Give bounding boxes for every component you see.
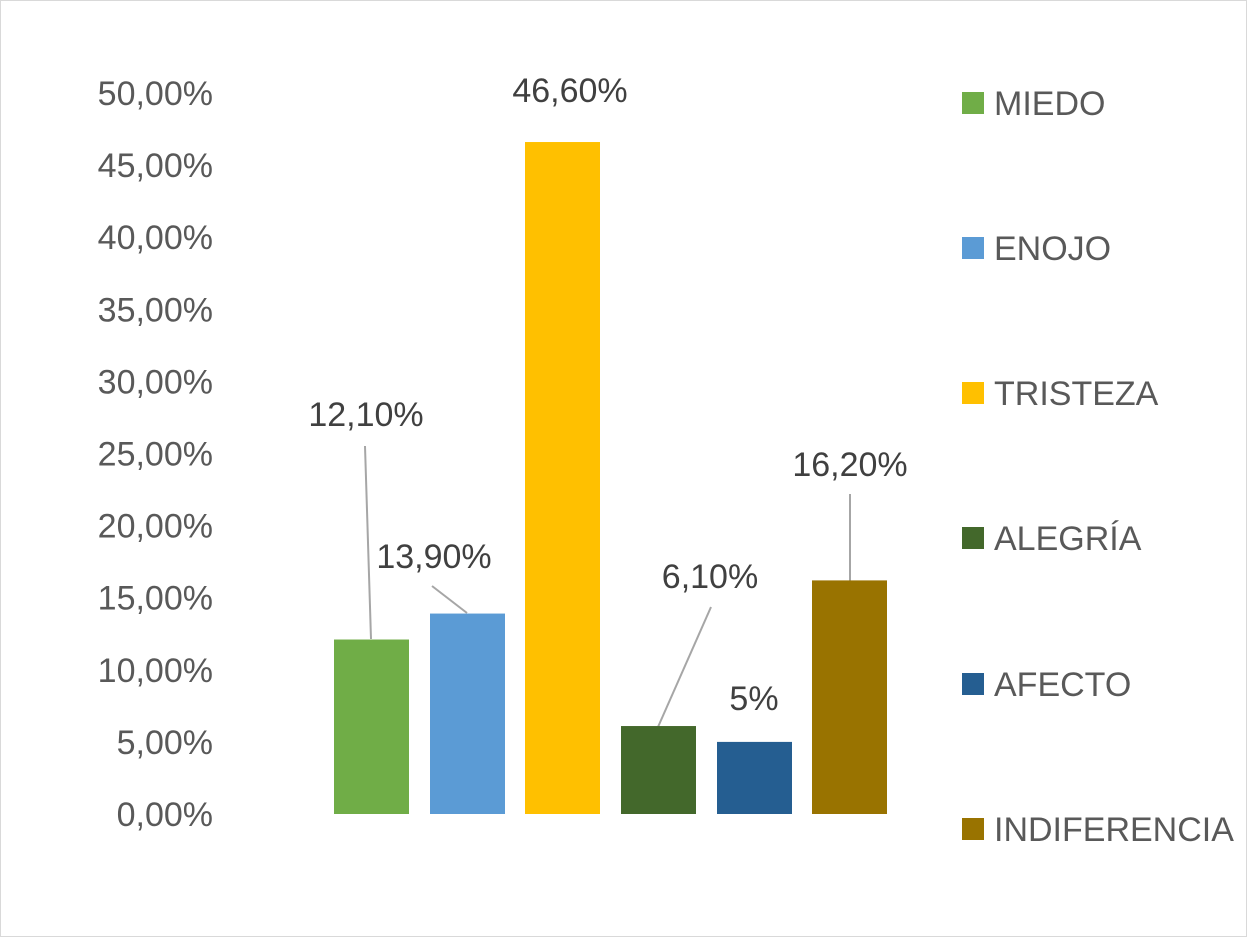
leader-line — [657, 606, 712, 728]
bar-afecto — [717, 741, 792, 814]
y-tick-label: 30,00% — [98, 363, 213, 401]
leader-line — [364, 445, 372, 640]
bar-enojo — [430, 613, 505, 814]
y-tick-label: 5,00% — [117, 724, 213, 762]
legend-swatch — [962, 818, 984, 840]
legend-swatch — [962, 673, 984, 695]
data-label-tristeza: 46,60% — [512, 72, 627, 110]
data-label-miedo: 12,10% — [308, 396, 423, 434]
legend: MIEDO ENOJO TRISTEZA ALEGRÍA AFECTO INDIFEREN… — [962, 85, 1234, 849]
legend-label: INDIFERENCIA — [994, 811, 1234, 849]
legend-swatch — [962, 92, 984, 114]
data-label-alegría: 6,10% — [662, 558, 758, 596]
y-tick-label: 45,00% — [98, 147, 213, 185]
bar-alegría — [621, 726, 696, 814]
bars — [334, 142, 887, 814]
legend-swatch — [962, 237, 984, 259]
data-label-afecto: 5% — [729, 680, 778, 718]
bar-miedo — [334, 639, 409, 814]
legend-label: MIEDO — [994, 85, 1105, 123]
legend-label: ENOJO — [994, 230, 1111, 268]
data-label-enojo: 13,90% — [376, 538, 491, 576]
y-tick-label: 0,00% — [117, 796, 213, 834]
y-tick-label: 20,00% — [98, 508, 213, 546]
bar-tristeza — [525, 142, 600, 814]
legend-swatch — [962, 527, 984, 549]
data-label-leader-lines — [364, 445, 851, 728]
y-tick-label: 50,00% — [98, 75, 213, 113]
leader-line — [431, 585, 468, 614]
y-tick-label: 40,00% — [98, 219, 213, 257]
legend-label: ALEGRÍA — [994, 520, 1142, 558]
y-tick-label: 25,00% — [98, 436, 213, 474]
y-tick-label: 10,00% — [98, 652, 213, 690]
bar-indiferencia — [812, 580, 887, 814]
legend-label: AFECTO — [994, 666, 1131, 704]
legend-label: TRISTEZA — [994, 375, 1159, 413]
data-label-indiferencia: 16,20% — [792, 446, 907, 484]
data-labels: 12,10% 13,90% 46,60% 6,10% 5% 16,20% — [308, 72, 907, 718]
y-tick-label: 35,00% — [98, 291, 213, 329]
y-axis: 0,00% 5,00% 10,00% 15,00% 20,00% 25,00% 30,00%… — [98, 75, 213, 834]
y-tick-label: 15,00% — [98, 580, 213, 618]
legend-swatch — [962, 382, 984, 404]
